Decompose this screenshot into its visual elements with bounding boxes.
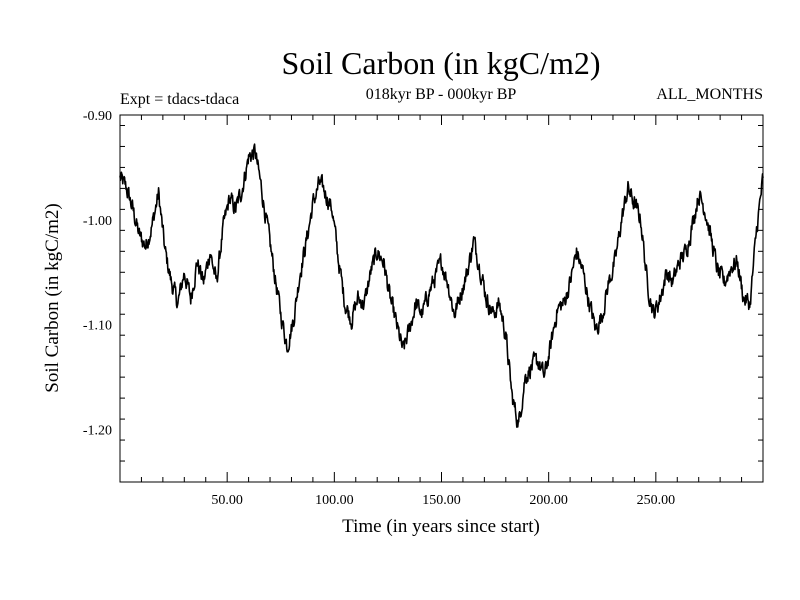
x-tick-label: 100.00 [315,493,354,508]
x-axis-label: Time (in years since start) [342,516,540,537]
x-tick-label: 200.00 [529,493,568,508]
y-tick-label: -1.00 [83,214,112,229]
plot-frame [119,114,764,483]
soil-carbon-series-line [119,143,764,428]
y-axis-label: Soil Carbon (in kgC/m2) [42,203,63,392]
x-tick-label: 250.00 [637,493,676,508]
x-tick-label: 50.00 [211,493,243,508]
y-tick-label: -1.20 [83,424,112,439]
chart-title: Soil Carbon (in kgC/m2) [281,45,600,81]
experiment-label: Expt = tdacs-tdaca [120,91,239,108]
period-label: 018kyr BP - 000kyr BP [366,86,517,103]
x-tick-label: 150.00 [422,493,461,508]
months-label: ALL_MONTHS [656,86,763,103]
y-tick-label: -1.10 [83,319,112,334]
y-tick-label: -0.90 [83,109,112,124]
axis-ticks [120,115,763,482]
axis-tick-labels: 50.00 100.00 150.00 200.00 250.00 -0.90 -1.00 -… [83,109,675,508]
